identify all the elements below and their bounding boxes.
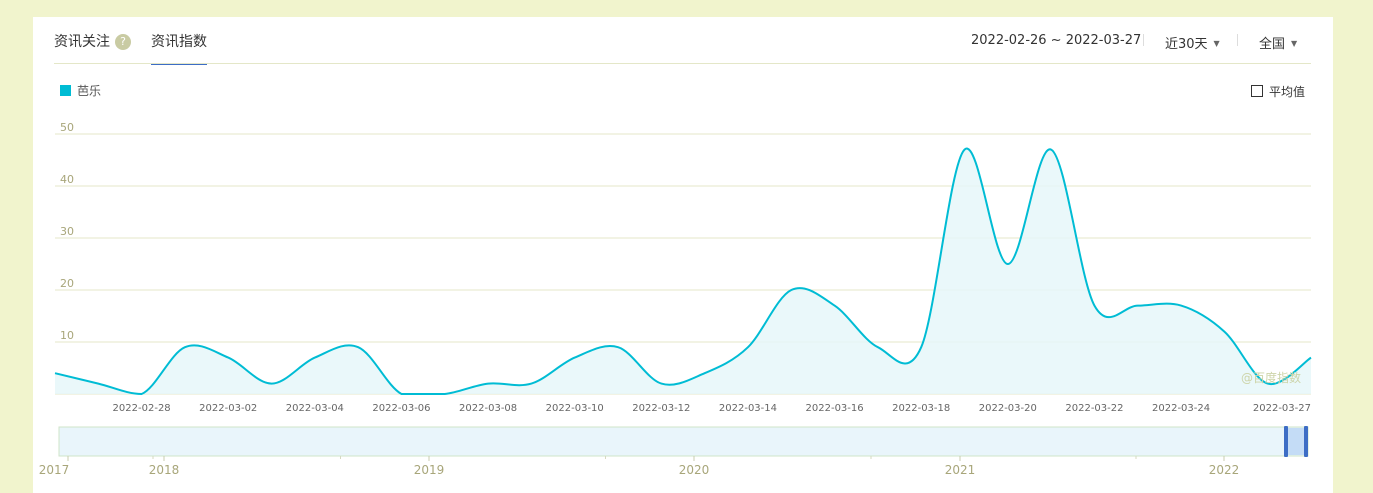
x-tick-label: 2022-03-27 (1253, 403, 1311, 414)
overview-selection[interactable] (1286, 428, 1307, 455)
y-tick-label: 10 (60, 329, 74, 342)
series-line (54, 147, 1312, 396)
series-area (55, 148, 1311, 394)
caret-down-icon: ▼ (1291, 39, 1298, 48)
x-tick-label: 2022-03-16 (806, 403, 864, 414)
watermark: @百度指数 (1241, 370, 1301, 385)
header-divider (54, 63, 1311, 64)
legend-label: 芭乐 (77, 84, 102, 98)
help-icon[interactable]: ? (115, 34, 131, 50)
y-tick-label: 50 (60, 121, 74, 134)
legend-item[interactable]: 芭乐 (60, 82, 101, 99)
x-tick-label: 2022-03-10 (546, 403, 604, 414)
tab-news-index-label: 资讯指数 (151, 34, 207, 50)
separator (1143, 34, 1144, 46)
overview-year-label: 2021 (945, 463, 976, 477)
period-dropdown[interactable]: 近30天 ▼ (1165, 33, 1220, 52)
x-tick-label: 2022-03-24 (1152, 403, 1210, 414)
separator (1237, 34, 1238, 46)
range-handle[interactable] (1304, 426, 1308, 457)
x-tick-label: 2022-03-02 (199, 403, 257, 414)
overview-year-label: 2022 (1209, 463, 1240, 477)
y-tick-label: 20 (60, 277, 74, 290)
y-tick-label: 40 (60, 173, 74, 186)
overview-year-label: 2017 (39, 463, 70, 477)
range-handle[interactable] (1284, 426, 1288, 457)
x-tick-label: 2022-03-08 (459, 403, 517, 414)
overview-year-label: 2018 (149, 463, 180, 477)
x-tick-label: 2022-03-12 (632, 403, 690, 414)
overview-track (58, 426, 1309, 457)
region-dropdown[interactable]: 全国 ▼ (1259, 33, 1297, 52)
x-tick-label: 2022-03-06 (372, 403, 430, 414)
tab-news-attention[interactable]: 资讯关注? (54, 31, 131, 63)
overview-year-label: 2019 (414, 463, 445, 477)
checkbox-icon (1251, 85, 1263, 97)
x-tick-label: 2022-02-28 (113, 403, 171, 414)
y-tick-label: 30 (60, 225, 74, 238)
x-tick-label: 2022-03-14 (719, 403, 777, 414)
x-tick-label: 2022-03-18 (892, 403, 950, 414)
caret-down-icon: ▼ (1213, 39, 1220, 48)
tab-news-attention-label: 资讯关注 (54, 34, 110, 50)
chart-panel: 资讯关注? 资讯指数 2022-02-26 ~ 2022-03-27 近30天 ▼… (33, 17, 1333, 493)
region-value: 全国 (1259, 37, 1286, 52)
x-tick-label: 2022-03-22 (1065, 403, 1123, 414)
legend-swatch (60, 85, 71, 96)
x-tick-label: 2022-03-04 (286, 403, 344, 414)
average-toggle[interactable]: 平均值 (1251, 83, 1305, 100)
average-label: 平均值 (1269, 85, 1306, 99)
x-tick-label: 2022-03-20 (979, 403, 1037, 414)
overview-year-label: 2020 (679, 463, 710, 477)
chart-svg: 10 20 30 40 50 2022-02-28 2022-03-02 2022-03-04… (39, 121, 1312, 477)
date-range[interactable]: 2022-02-26 ~ 2022-03-27 (971, 33, 1142, 48)
tab-news-index[interactable]: 资讯指数 (151, 31, 207, 65)
period-value: 近30天 (1165, 37, 1208, 52)
